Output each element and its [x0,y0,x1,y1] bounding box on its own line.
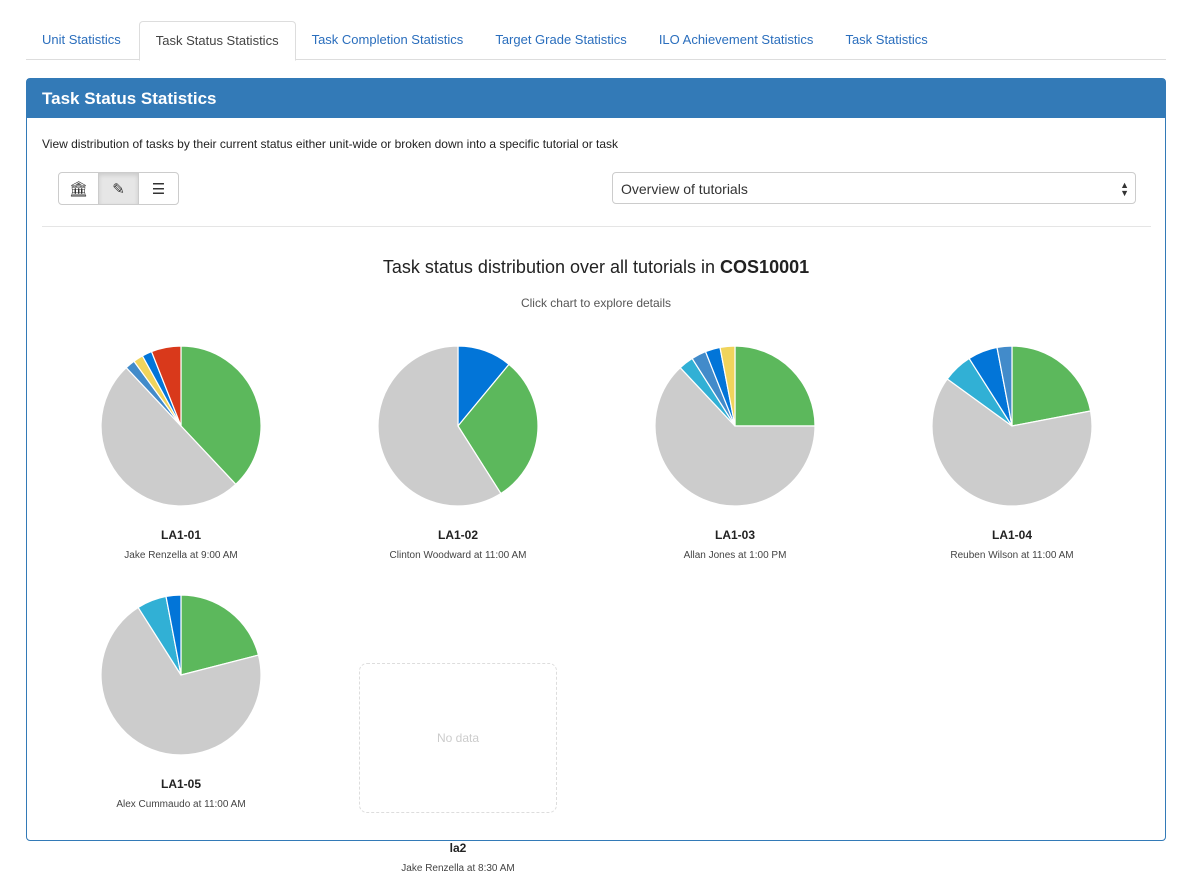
pie-slice-steel[interactable] [996,345,1013,427]
pie-chart[interactable] [930,344,1094,508]
tutorial-pie-la2[interactable]: No data la2 Jake Renzella at 8:30 AM [358,593,558,874]
pencil-icon: ✎ [112,180,125,198]
tutorial-pie-LA1-02[interactable]: LA1-02 Clinton Woodward at 11:00 AM [358,344,558,561]
pie-slice-gray[interactable] [100,366,237,507]
tab-task-statistics[interactable]: Task Statistics [845,32,928,47]
pie-slice-gray[interactable] [377,345,502,507]
select-arrows-icon: ▲ ▼ [1120,180,1129,198]
pie-slice-green[interactable] [180,594,260,676]
unit-view-button[interactable]: 🏛 [59,173,99,204]
pie-slice-blue[interactable] [165,594,182,676]
panel-title: Task Status Statistics [27,79,1165,118]
pie-slice-green[interactable] [457,363,539,495]
tab-bar: Unit Statistics Task Status Statistics T… [26,21,1166,61]
divider [42,226,1151,227]
tutorial-tutor-time: Reuben Wilson at 11:00 AM [950,550,1074,561]
unit-code: COS10001 [720,257,810,277]
bank-icon: 🏛 [68,180,89,198]
tutorial-select-value: Overview of tutorials [621,181,748,197]
pie-chart[interactable] [653,344,817,508]
tab-task-completion-statistics[interactable]: Task Completion Statistics [311,32,464,47]
panel-description: View distribution of tasks by their curr… [42,137,619,151]
tutorial-pie-LA1-05[interactable]: LA1-05 Alex Cummaudo at 11:00 AM [81,593,281,810]
tutorial-tutor-time: Allan Jones at 1:00 PM [683,550,787,561]
chart-subtitle: Click chart to explore details [520,296,672,310]
tutorial-name: LA1-03 [714,528,755,542]
pie-slice-green[interactable] [1011,345,1092,427]
list-icon: ☰ [151,180,166,198]
tutorial-select[interactable]: Overview of tutorials ▲ ▼ [612,172,1136,204]
chart-title: Task status distribution over all tutori… [27,257,1165,278]
tab-unit-statistics[interactable]: Unit Statistics [42,32,121,47]
pie-slice-red[interactable] [150,345,182,427]
chart-title-text: Task status distribution over all tutori… [382,257,721,277]
tutorial-pie-LA1-01[interactable]: LA1-01 Jake Renzella at 9:00 AM [81,344,281,561]
tutorial-name: LA1-05 [160,777,201,791]
tutorial-name: LA1-04 [991,528,1032,542]
tutorial-tutor-time: Alex Cummaudo at 11:00 AM [116,799,246,810]
tutorial-tutor-time: Jake Renzella at 8:30 AM [401,863,515,874]
tutorial-name: la2 [449,841,467,855]
tab-ilo-achievement-statistics[interactable]: ILO Achievement Statistics [658,32,814,47]
pie-chart[interactable] [99,344,263,508]
pie-slice-gray[interactable] [931,378,1093,507]
tutorial-view-button[interactable]: ✎ [99,173,139,204]
task-status-panel: Task Status Statistics View distribution… [26,78,1166,874]
tab-target-grade-statistics[interactable]: Target Grade Statistics [495,32,627,47]
pie-slice-gray[interactable] [100,606,262,756]
no-data-placeholder: No data [359,663,557,813]
tutorial-pie-LA1-04[interactable]: LA1-04 Reuben Wilson at 11:00 AM [912,344,1112,561]
pie-slice-gray[interactable] [654,366,816,507]
pie-slice-yellow[interactable] [719,345,736,427]
pie-slice-green[interactable] [734,345,816,427]
pie-slice-green[interactable] [180,345,262,486]
view-toggle-group: 🏛 ✎ ☰ [58,172,179,205]
tutorial-tutor-time: Clinton Woodward at 11:00 AM [389,550,527,561]
pie-chart[interactable] [376,344,540,508]
tab-task-status-statistics[interactable]: Task Status Statistics [138,21,296,61]
task-view-button[interactable]: ☰ [139,173,178,204]
pie-chart[interactable] [99,593,263,757]
tutorial-name: LA1-02 [437,528,478,542]
tutorial-pie-LA1-03[interactable]: LA1-03 Allan Jones at 1:00 PM [635,344,835,561]
tutorial-name: LA1-01 [160,528,201,542]
tutorial-tutor-time: Jake Renzella at 9:00 AM [124,550,238,561]
